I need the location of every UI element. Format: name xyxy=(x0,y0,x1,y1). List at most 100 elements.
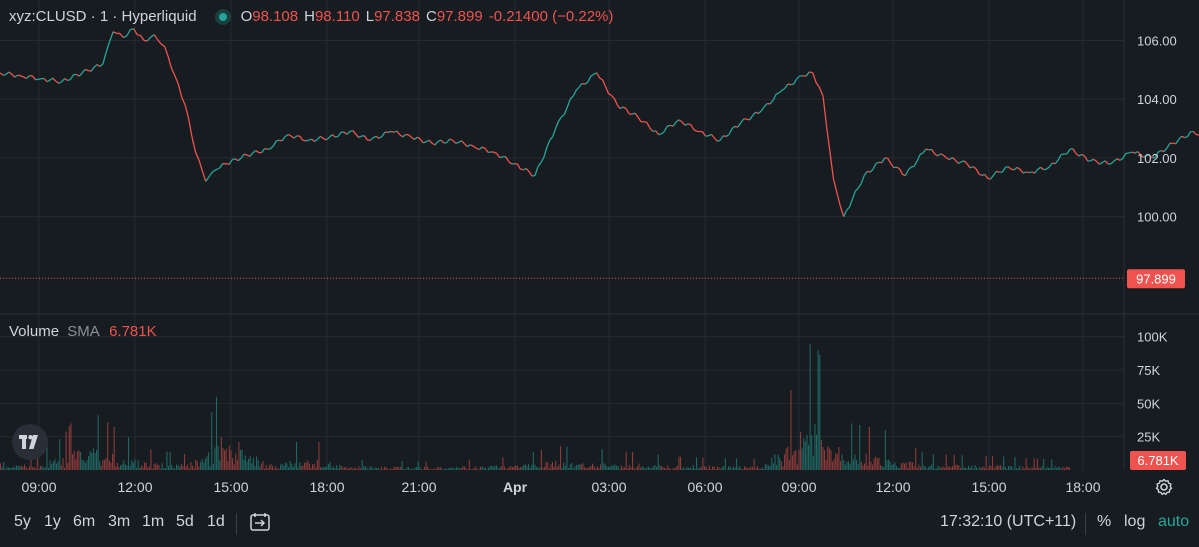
volume-bar xyxy=(766,464,768,470)
volume-bar xyxy=(912,462,914,470)
volume-bar xyxy=(758,468,760,470)
symbol-title[interactable]: xyz:CLUSD · 1 · Hyperliquid xyxy=(9,8,197,25)
price-segment xyxy=(320,135,324,140)
volume-bar xyxy=(64,467,66,470)
volume-bar xyxy=(707,469,709,470)
percent-scale-button[interactable]: % xyxy=(1097,513,1112,530)
volume-bar xyxy=(84,462,86,470)
volume-bar xyxy=(444,468,446,470)
range-3m-button[interactable]: 3m xyxy=(108,513,131,530)
log-scale-button[interactable]: log xyxy=(1124,513,1146,530)
price-segment xyxy=(1040,166,1044,171)
volume-bar xyxy=(336,465,338,470)
volume-bar xyxy=(476,469,478,470)
volume-bar xyxy=(870,461,872,470)
price-segment xyxy=(1031,171,1035,174)
volume-bar xyxy=(171,464,173,470)
price-segment xyxy=(446,138,451,144)
volume-bar xyxy=(188,468,190,470)
price-segment xyxy=(234,158,239,162)
price-segment xyxy=(423,141,427,144)
price-segment xyxy=(187,118,193,138)
price-segment xyxy=(43,78,48,83)
price-segment xyxy=(334,135,339,138)
range-1y-button[interactable]: 1y xyxy=(44,513,61,530)
range-5d-button[interactable]: 5d xyxy=(176,513,194,530)
price-segment xyxy=(1116,158,1121,161)
volume-bar xyxy=(934,468,936,470)
volume-legend[interactable]: Volume SMA 6.781K xyxy=(9,323,157,340)
price-segment xyxy=(314,138,318,143)
volume-bar xyxy=(361,459,363,470)
range-1m-button[interactable]: 1m xyxy=(142,513,165,530)
price-segment xyxy=(496,153,501,158)
volume-bar xyxy=(627,468,629,470)
price-segment xyxy=(846,206,851,211)
volume-bar xyxy=(972,468,974,470)
settings-gear-icon[interactable] xyxy=(1155,478,1173,501)
range-1d-button[interactable]: 1d xyxy=(207,513,225,530)
price-segment xyxy=(993,170,998,176)
volume-bar xyxy=(270,463,272,470)
volume-bar xyxy=(163,468,165,470)
price-segment xyxy=(119,33,124,39)
tradingview-logo-icon[interactable] xyxy=(12,424,48,460)
volume-bar xyxy=(1012,469,1014,470)
price-segment xyxy=(836,192,841,206)
grid-lines xyxy=(0,0,1199,470)
volume-bar xyxy=(968,465,970,470)
volume-bar xyxy=(59,439,61,470)
range-5y-button[interactable]: 5y xyxy=(14,513,31,530)
volume-bar xyxy=(160,468,162,470)
volume-bar xyxy=(678,456,680,470)
volume-bar xyxy=(275,466,277,470)
volume-bar xyxy=(544,466,546,470)
price-segment xyxy=(957,161,962,165)
price-segment xyxy=(78,72,83,77)
price-segment xyxy=(508,160,512,165)
range-6m-button[interactable]: 6m xyxy=(73,513,96,530)
volume-bar xyxy=(508,467,510,470)
timezone-clock[interactable]: 17:32:10 (UTC+11) xyxy=(940,513,1077,530)
volume-bar xyxy=(208,452,210,470)
volume-bar xyxy=(825,459,827,470)
volume-bar xyxy=(411,468,413,470)
price-segment xyxy=(93,64,98,68)
volume-bar xyxy=(1016,468,1018,470)
volume-bar xyxy=(868,426,870,470)
volume-bar xyxy=(280,464,282,470)
volume-bar xyxy=(856,459,858,470)
volume-bar xyxy=(164,468,166,470)
volume-tick-label: 100K xyxy=(1137,330,1168,345)
price-segment xyxy=(302,139,306,142)
volume-bar xyxy=(656,466,658,470)
auto-scale-button[interactable]: auto xyxy=(1158,513,1190,530)
volume-bar xyxy=(857,464,859,470)
volume-bar xyxy=(264,468,266,470)
time-tick-label: Apr xyxy=(503,479,528,495)
volume-bar xyxy=(611,465,613,470)
volume-bar xyxy=(182,465,184,470)
volume-bar xyxy=(169,451,171,470)
price-segment xyxy=(869,168,874,173)
volume-bar xyxy=(676,465,678,470)
date-range-icon[interactable] xyxy=(249,511,271,538)
volume-bar xyxy=(745,467,747,470)
price-segment xyxy=(881,157,886,163)
volume-bar xyxy=(742,469,744,470)
price-segment xyxy=(860,175,865,184)
volume-bar xyxy=(262,461,264,470)
volume-bar xyxy=(1041,465,1043,470)
volume-bar xyxy=(390,468,392,470)
volume-bar xyxy=(904,463,906,470)
volume-bar xyxy=(235,453,237,470)
volume-bar xyxy=(603,463,605,470)
volume-bar xyxy=(324,467,326,470)
volume-bar xyxy=(131,460,133,470)
volume-bar xyxy=(363,466,365,470)
volume-bar xyxy=(876,458,878,470)
volume-bar xyxy=(921,451,923,470)
volume-bar xyxy=(68,426,70,470)
volume-bar xyxy=(88,456,90,470)
